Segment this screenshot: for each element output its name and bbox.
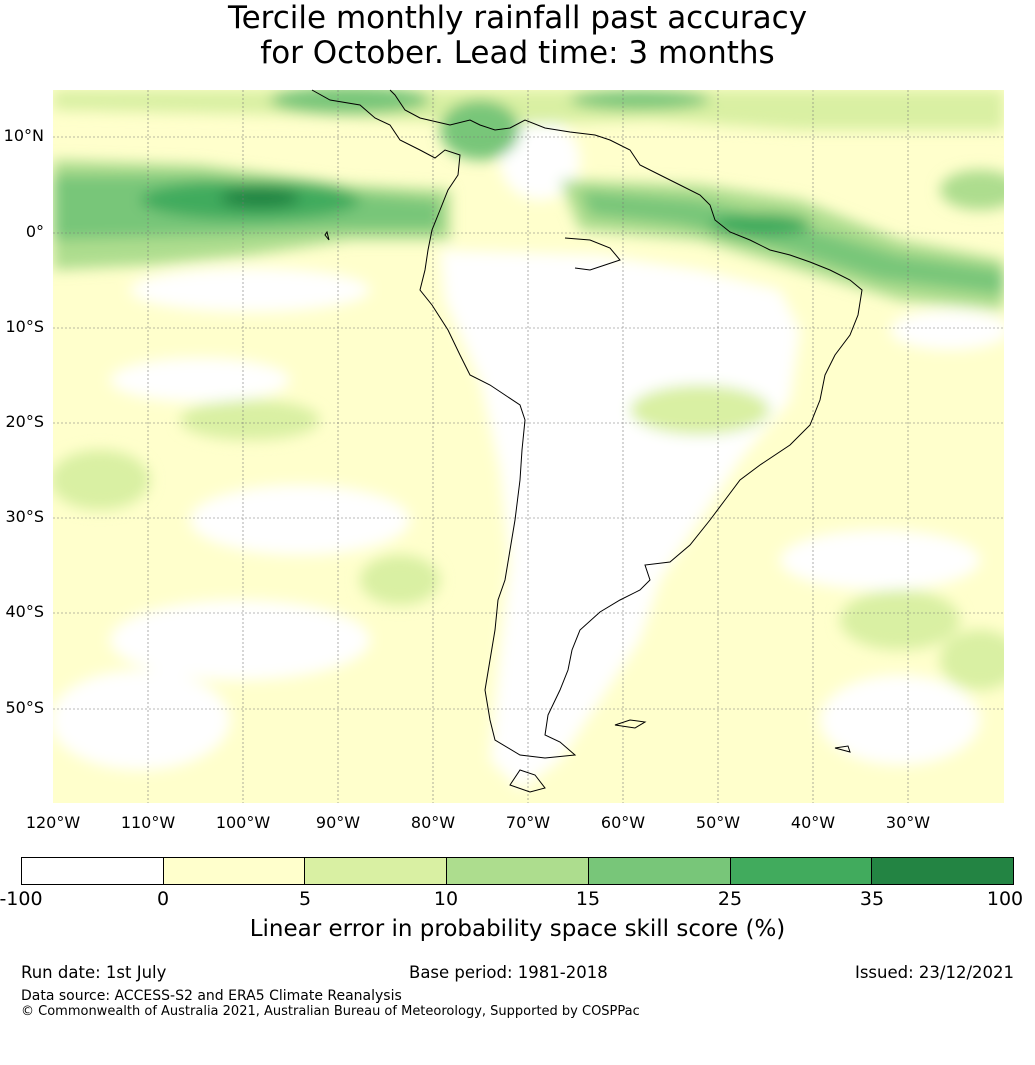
lat-label-50s: 50°S <box>5 698 44 717</box>
lat-label-20s: 20°S <box>5 412 44 431</box>
lon-label-100w: 100°W <box>215 813 271 832</box>
lon-label-110w: 110°W <box>120 813 176 832</box>
colorbar-tick: 10 <box>433 888 459 910</box>
issued-date: Issued: 23/12/2021 <box>854 963 1014 982</box>
lon-label-50w: 50°W <box>695 813 741 832</box>
colorbar-segment <box>163 858 306 884</box>
lat-label-10n: 10°N <box>3 126 44 145</box>
gridlines <box>53 90 1004 803</box>
lat-label-30s: 30°S <box>5 507 44 526</box>
lat-label-40s: 40°S <box>5 602 44 621</box>
colorbar-segment <box>22 858 164 884</box>
lat-label-10s: 10°S <box>5 317 44 336</box>
colorbar-segment <box>305 858 448 884</box>
data-source: Data source: ACCESS-S2 and ERA5 Climate … <box>21 988 402 1004</box>
map-title-line1: Tercile monthly rainfall past accuracy <box>227 0 808 36</box>
colorbar-tick: 15 <box>575 888 601 910</box>
lon-label-40w: 40°W <box>790 813 836 832</box>
coastline <box>311 89 863 793</box>
lon-label-70w: 70°W <box>505 813 551 832</box>
colorbar-segment <box>730 858 873 884</box>
lon-label-30w: 30°W <box>885 813 931 832</box>
lon-label-60w: 60°W <box>600 813 646 832</box>
lon-label-80w: 80°W <box>410 813 456 832</box>
run-date: Run date: 1st July <box>21 963 167 982</box>
colorbar-tick: 100 <box>986 888 1024 910</box>
lon-label-90w: 90°W <box>315 813 361 832</box>
colorbar-tick: 25 <box>717 888 743 910</box>
lat-label-0: 0° <box>25 222 44 241</box>
colorbar-tick: 0 <box>156 888 170 910</box>
skill-map <box>53 89 1004 803</box>
base-period: Base period: 1981-2018 <box>409 963 608 982</box>
colorbar-segment <box>447 858 589 884</box>
map-title-line2: for October. Lead time: 3 months <box>260 35 775 71</box>
copyright: © Commonwealth of Australia 2021, Austra… <box>21 1004 640 1019</box>
skill-field <box>53 90 1004 790</box>
colorbar-tick: 5 <box>298 888 312 910</box>
lon-label-120w: 120°W <box>25 813 81 832</box>
colorbar-tick: -100 <box>0 888 43 910</box>
colorbar-segment <box>588 858 731 884</box>
colorbar <box>21 857 1014 885</box>
colorbar-label: Linear error in probability space skill … <box>249 916 786 942</box>
colorbar-segment <box>872 858 1014 884</box>
colorbar-tick: 35 <box>859 888 885 910</box>
